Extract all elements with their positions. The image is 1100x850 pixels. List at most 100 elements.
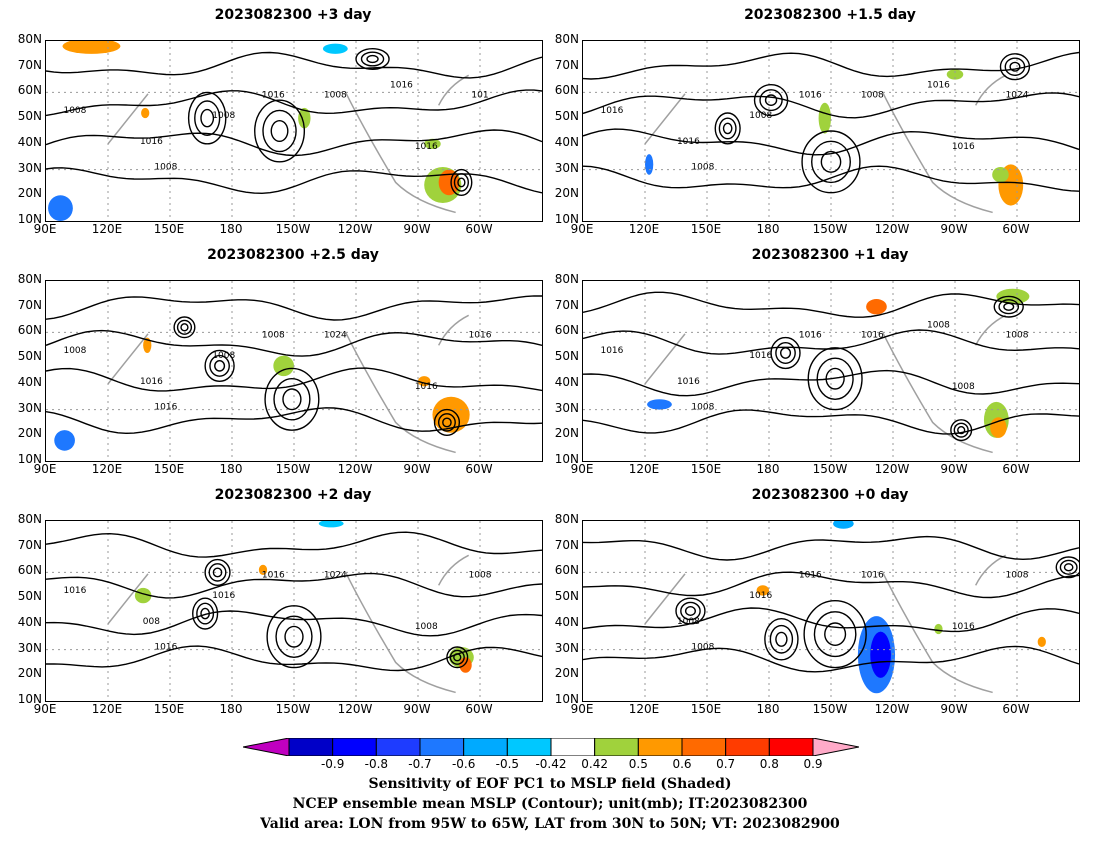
y-tick-label: 80N	[554, 32, 579, 46]
mslp-contour	[453, 653, 462, 662]
caption-line-3: Valid area: LON from 95W to 65W, LAT fro…	[260, 816, 840, 832]
y-tick-label: 60N	[554, 563, 579, 578]
mslp-contour	[204, 558, 231, 586]
mslp-contour	[187, 91, 227, 145]
x-tick-label: 180	[756, 702, 780, 716]
x-tick-label: 90W	[403, 222, 431, 236]
map-svg: 1008 1016 1016 1008 1008 1024 1016 1016 1016	[583, 41, 1079, 221]
x-tick-label: 180	[219, 702, 243, 716]
colorbar-tick-label: -0.7	[408, 757, 432, 771]
mslp-contour	[273, 378, 311, 421]
contour-label: 1016	[212, 591, 235, 601]
x-tick-label: 120E	[91, 462, 123, 476]
y-tick-label: 10N	[554, 212, 579, 226]
map-svg: 1016 1016 1016 1008 1016 1008 1008 1016 1008	[583, 281, 1079, 461]
mslp-contour	[583, 645, 1079, 673]
panel-title: 2023082300 +1.5 day	[744, 7, 916, 23]
mslp-contour	[46, 329, 542, 357]
mslp-contour	[1004, 57, 1026, 76]
mslp-contour	[264, 367, 320, 431]
sensitivity-shade	[934, 623, 943, 635]
y-tick-label: 30N	[17, 640, 42, 655]
y-tick-label: 20N	[554, 666, 579, 681]
contour-label: 1016	[600, 346, 623, 356]
mslp-contour	[254, 99, 306, 163]
map-svg: 1008 1008 1016 1016 1024 1016 1016 1008	[46, 281, 542, 461]
contour-label: 1016	[140, 377, 163, 387]
coastline	[107, 74, 470, 214]
mslp-contour	[775, 631, 788, 647]
y-tick-label: 30N	[554, 160, 579, 175]
mslp-contour	[825, 367, 845, 390]
contour-label: 1008	[1006, 571, 1029, 581]
y-tick-label: 40N	[17, 134, 42, 149]
contour-label: 1016	[799, 331, 822, 341]
y-tick-label: 70N	[554, 537, 579, 552]
mslp-contour	[180, 323, 189, 332]
caption-line-1: Sensitivity of EOF PC1 to MSLP field (Sh…	[368, 776, 732, 792]
mslp-contour	[176, 319, 193, 335]
y-tick-label: 60N	[17, 83, 42, 98]
x-tick-label: 150W	[275, 222, 311, 236]
colorbar-tick-label: 0.5	[628, 757, 648, 771]
contour-label: 1008	[415, 622, 438, 632]
mslp-contour	[583, 329, 1079, 355]
contour-label: 1008	[1006, 331, 1029, 341]
contour-label: 1016	[749, 351, 772, 361]
mslp-contour	[1063, 563, 1074, 572]
mslp-contour	[437, 413, 456, 432]
mslp-contour	[1055, 556, 1079, 579]
mslp-contour	[957, 426, 966, 435]
colorbar-box	[725, 738, 770, 756]
mslp-contour	[583, 409, 1079, 435]
colorbar-box	[506, 738, 552, 756]
y-tick-label: 10N	[17, 692, 42, 706]
contour-label: 1016	[140, 137, 163, 147]
x-tick-label: 120W	[874, 462, 910, 476]
y-tick-label: 10N	[554, 452, 579, 466]
contour-label: 1016	[799, 571, 822, 581]
contour-label: 1016	[677, 377, 700, 387]
x-tick-label: 90E	[33, 222, 57, 236]
contour-label: 1008	[324, 91, 347, 101]
y-tick-label: 60N	[17, 323, 42, 338]
contour-label: 1016	[952, 622, 975, 632]
mslp-contour	[824, 622, 847, 646]
colorbar-tick-label: 0.6	[672, 757, 692, 771]
mslp-contour	[816, 357, 854, 400]
panel-title: 2023082300 +2 day	[214, 487, 372, 503]
colorbar-box	[375, 738, 421, 756]
mslp-contour	[204, 349, 235, 382]
contour-label: 1016	[927, 80, 950, 90]
caption-line-2: NCEP ensemble mean MSLP (Contour); unit(…	[292, 796, 808, 812]
contour-label: 1008	[691, 163, 714, 173]
sensitivity-shade	[459, 657, 472, 673]
map-plot-area: 1016 1016 1016 1008 1016 1008 1008 1016 1008	[582, 280, 1080, 462]
y-tick-label: 40N	[554, 374, 579, 389]
contour-label: 1008	[691, 643, 714, 653]
y-tick-label: 50N	[17, 589, 42, 604]
panel-title: 2023082300 +0 day	[751, 487, 909, 503]
contour-label: 1024	[1006, 91, 1029, 101]
x-tick-label: 120E	[628, 222, 660, 236]
mslp-contour	[214, 360, 226, 372]
y-tick-label: 10N	[554, 692, 579, 706]
contour-label: 1016	[262, 571, 285, 581]
mslp-contour	[722, 122, 733, 135]
sensitivity-shade	[273, 355, 294, 377]
mslp-contour	[770, 336, 801, 370]
colorbar-low-arrow	[243, 738, 290, 756]
colorbar-box	[288, 738, 334, 756]
x-tick-label: 90W	[940, 702, 968, 716]
x-tick-label: 150E	[153, 222, 185, 236]
panel-title: 2023082300 +2.5 day	[207, 247, 379, 263]
mslp-contour	[1003, 302, 1015, 311]
y-tick-label: 60N	[554, 83, 579, 98]
panel-title: 2023082300 +1 day	[751, 247, 909, 263]
x-tick-label: 180	[219, 222, 243, 236]
x-tick-label: 150E	[690, 702, 722, 716]
y-tick-label: 30N	[554, 640, 579, 655]
mslp-contour	[196, 602, 215, 625]
mslp-contour	[807, 347, 863, 411]
x-tick-label: 120W	[874, 222, 910, 236]
